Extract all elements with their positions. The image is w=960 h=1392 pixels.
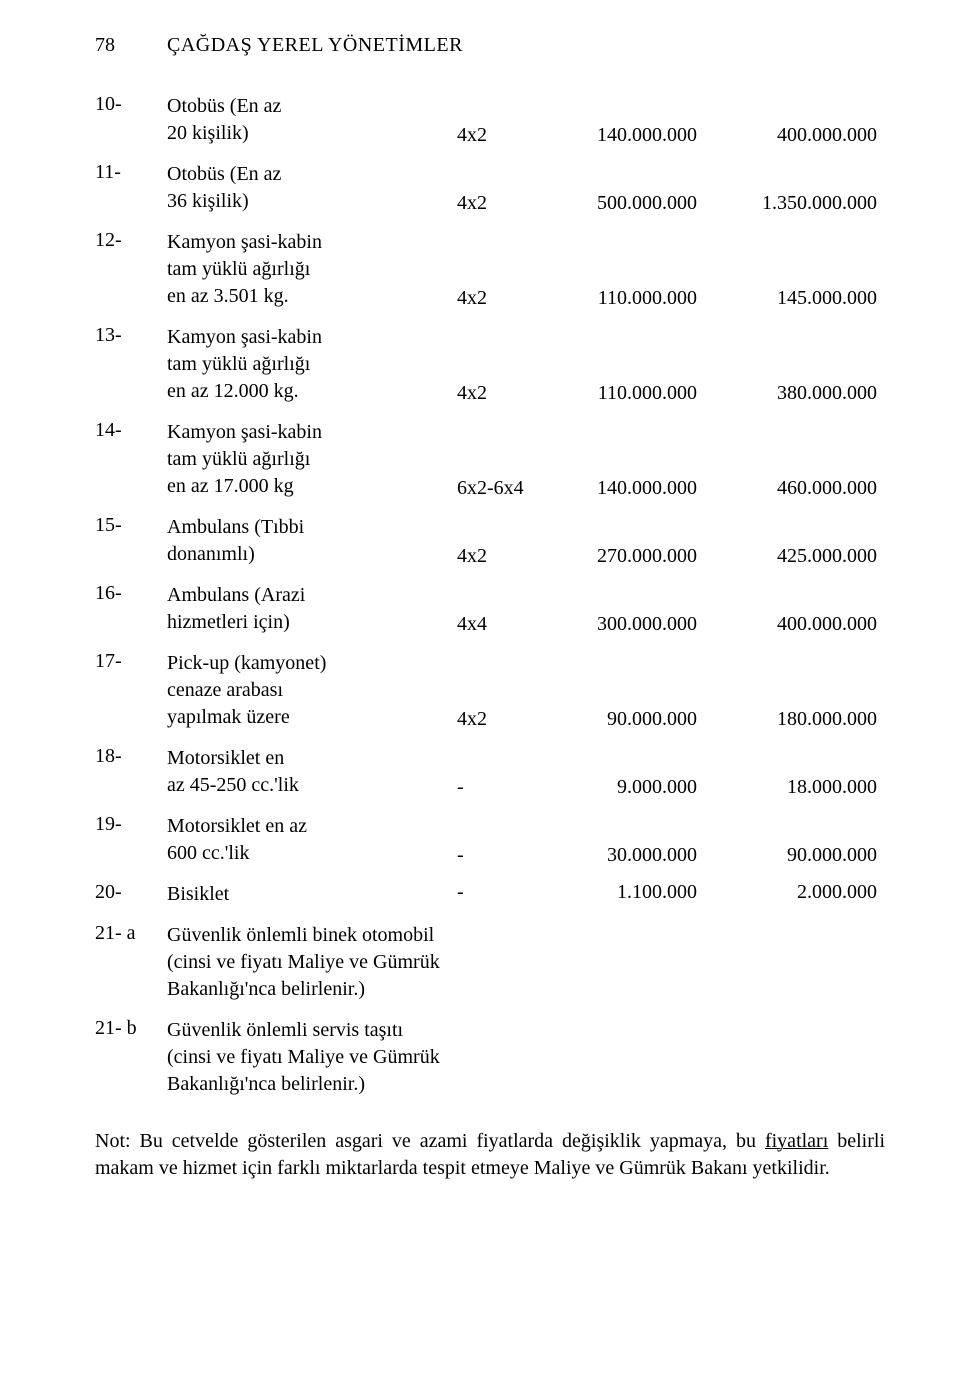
table-row: 17-Pick-up (kamyonet)cenaze arabasıyapıl…	[95, 650, 885, 731]
row-value-max: 180.000.000	[712, 708, 877, 731]
row-description: Kamyon şasi-kabintam yüklü ağırlığıen az…	[167, 324, 457, 405]
row-value-min: 140.000.000	[557, 124, 712, 147]
row-spec: 4x2	[457, 124, 557, 147]
row-description: Güvenlik önlemli servis taşıtı(cinsi ve …	[167, 1017, 712, 1098]
row-index: 15-	[95, 514, 167, 537]
row-value-max: 145.000.000	[712, 287, 877, 310]
row-description: Ambulans (Tıbbidonanımlı)	[167, 514, 457, 568]
page-number: 78	[95, 34, 167, 57]
row-value-max: 400.000.000	[712, 613, 877, 636]
row-value-max: 425.000.000	[712, 545, 877, 568]
row-spec: 4x4	[457, 613, 557, 636]
row-description: Motorsiklet en az600 cc.'lik	[167, 813, 457, 867]
table-row: 12-Kamyon şasi-kabintam yüklü ağırlığıen…	[95, 229, 885, 310]
row-value-min: 110.000.000	[557, 382, 712, 405]
row-spec: 4x2	[457, 192, 557, 215]
row-spec: 4x2	[457, 708, 557, 731]
row-index: 12-	[95, 229, 167, 252]
row-description: Motorsiklet enaz 45-250 cc.'lik	[167, 745, 457, 799]
row-index: 18-	[95, 745, 167, 768]
row-value-min: 500.000.000	[557, 192, 712, 215]
table-row: 15-Ambulans (Tıbbidonanımlı)4x2270.000.0…	[95, 514, 885, 568]
row-value-max: 18.000.000	[712, 776, 877, 799]
table-row: 21- aGüvenlik önlemli binek otomobil(cin…	[95, 922, 885, 1003]
row-description: Bisiklet	[167, 881, 457, 908]
row-value-min: 270.000.000	[557, 545, 712, 568]
row-spec: 4x2	[457, 545, 557, 568]
table-row: 10-Otobüs (En az20 kişilik)4x2140.000.00…	[95, 93, 885, 147]
row-spec: -	[457, 844, 557, 867]
row-index: 20-	[95, 881, 167, 904]
row-index: 19-	[95, 813, 167, 836]
row-spec: 4x2	[457, 382, 557, 405]
row-description: Kamyon şasi-kabintam yüklü ağırlığıen az…	[167, 229, 457, 310]
row-value-max: 460.000.000	[712, 477, 877, 500]
table-row: 13-Kamyon şasi-kabintam yüklü ağırlığıen…	[95, 324, 885, 405]
row-spec: 4x2	[457, 287, 557, 310]
row-description: Pick-up (kamyonet)cenaze arabasıyapılmak…	[167, 650, 457, 731]
row-value-max: 380.000.000	[712, 382, 877, 405]
row-spec: -	[457, 776, 557, 799]
page-header: 78 ÇAĞDAŞ YEREL YÖNETİMLER	[95, 34, 885, 57]
row-value-max: 90.000.000	[712, 844, 877, 867]
row-index: 10-	[95, 93, 167, 116]
row-index: 17-	[95, 650, 167, 673]
row-description: Kamyon şasi-kabintam yüklü ağırlığıen az…	[167, 419, 457, 500]
table-row: 19-Motorsiklet en az600 cc.'lik-30.000.0…	[95, 813, 885, 867]
row-value-min: 9.000.000	[557, 776, 712, 799]
footnote: Not: Bu cetvelde gösterilen asgari ve az…	[95, 1128, 885, 1182]
row-value-min: 30.000.000	[557, 844, 712, 867]
row-index: 16-	[95, 582, 167, 605]
row-index: 13-	[95, 324, 167, 347]
document-title: ÇAĞDAŞ YEREL YÖNETİMLER	[167, 34, 463, 57]
row-value-min: 1.100.000	[557, 881, 712, 904]
row-value-min: 110.000.000	[557, 287, 712, 310]
row-value-max: 2.000.000	[712, 881, 877, 904]
table-row: 16-Ambulans (Arazihizmetleri için)4x4300…	[95, 582, 885, 636]
table-row: 18-Motorsiklet enaz 45-250 cc.'lik-9.000…	[95, 745, 885, 799]
row-description: Ambulans (Arazihizmetleri için)	[167, 582, 457, 636]
row-description: Otobüs (En az36 kişilik)	[167, 161, 457, 215]
row-value-max: 1.350.000.000	[712, 192, 877, 215]
row-index: 21- b	[95, 1017, 167, 1040]
table-row: 14-Kamyon şasi-kabintam yüklü ağırlığıen…	[95, 419, 885, 500]
table-row: 21- bGüvenlik önlemli servis taşıtı(cins…	[95, 1017, 885, 1098]
row-spec: -	[457, 881, 557, 904]
row-value-max: 400.000.000	[712, 124, 877, 147]
row-description: Güvenlik önlemli binek otomobil(cinsi ve…	[167, 922, 712, 1003]
row-spec: 6x2-6x4	[457, 477, 557, 500]
row-index: 11-	[95, 161, 167, 184]
table-row: 20-Bisiklet-1.100.0002.000.000	[95, 881, 885, 908]
row-index: 21- a	[95, 922, 167, 945]
row-value-min: 300.000.000	[557, 613, 712, 636]
row-value-min: 140.000.000	[557, 477, 712, 500]
table-row: 11-Otobüs (En az36 kişilik)4x2500.000.00…	[95, 161, 885, 215]
data-table: 10-Otobüs (En az20 kişilik)4x2140.000.00…	[95, 93, 885, 1098]
row-description: Otobüs (En az20 kişilik)	[167, 93, 457, 147]
row-value-min: 90.000.000	[557, 708, 712, 731]
row-index: 14-	[95, 419, 167, 442]
